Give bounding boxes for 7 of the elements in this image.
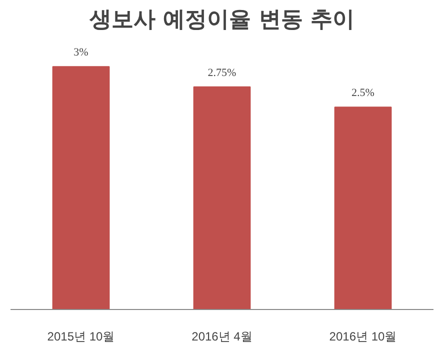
chart-title: 생보사 예정이율 변동 추이 bbox=[88, 8, 354, 32]
data-label: 2.5% bbox=[352, 87, 374, 100]
data-label: 3% bbox=[74, 46, 88, 59]
x-tick-label: 2015년 10월 bbox=[47, 330, 115, 344]
data-label: 2.75% bbox=[208, 66, 236, 79]
x-tick-label: 2016년 10월 bbox=[329, 330, 397, 344]
x-tick-label: 2016년 4월 bbox=[192, 330, 252, 344]
